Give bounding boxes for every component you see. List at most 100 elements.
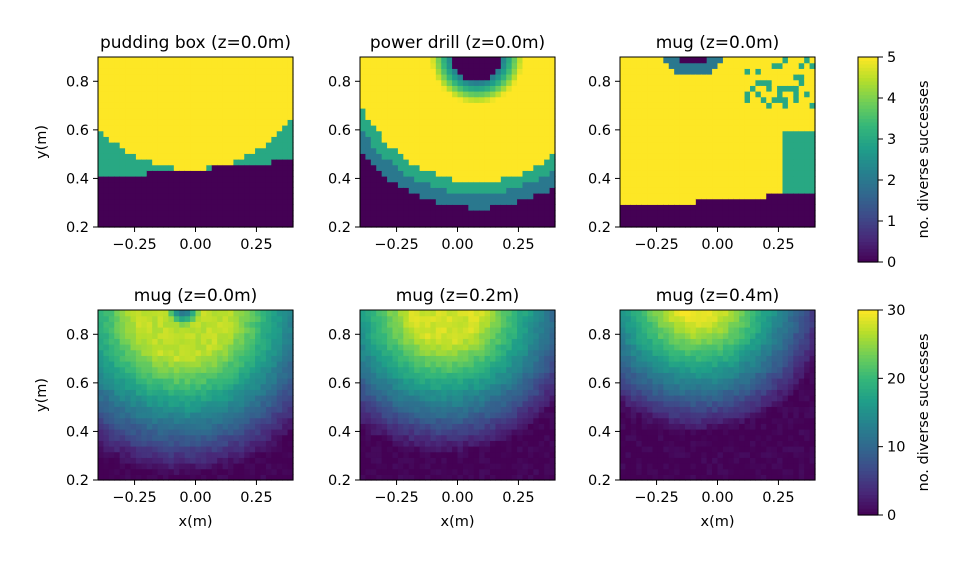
heatmap-cell xyxy=(238,204,245,211)
heatmap-cell xyxy=(522,74,529,81)
heatmap-cell xyxy=(195,68,202,75)
heatmap-cell xyxy=(365,153,372,160)
heatmap-cell xyxy=(484,62,491,69)
heatmap-cell xyxy=(173,389,180,396)
heatmap-cell xyxy=(238,159,245,166)
heatmap-cell xyxy=(157,130,164,137)
heatmap-cell xyxy=(452,193,459,200)
heatmap-cell xyxy=(782,176,789,183)
heatmap-cell xyxy=(804,204,811,211)
heatmap-cell xyxy=(152,327,159,334)
heatmap-cell xyxy=(287,130,294,137)
heatmap-cell xyxy=(527,215,534,222)
heatmap-cell xyxy=(511,170,518,177)
heatmap-cell xyxy=(685,221,692,228)
heatmap-cell xyxy=(238,193,245,200)
heatmap-cell xyxy=(538,79,545,86)
heatmap-cell xyxy=(282,344,289,351)
heatmap-cell xyxy=(457,130,464,137)
heatmap-cell xyxy=(728,79,735,86)
heatmap-cell xyxy=(135,395,142,402)
heatmap-cell xyxy=(408,327,415,334)
heatmap-cell xyxy=(233,147,240,154)
heatmap-cell xyxy=(462,389,469,396)
heatmap-cell xyxy=(511,204,518,211)
heatmap-cell xyxy=(249,315,256,322)
heatmap-cell xyxy=(360,102,367,109)
heatmap-cell xyxy=(625,91,632,98)
heatmap-cell xyxy=(360,372,367,379)
heatmap-cell xyxy=(222,457,229,464)
heatmap-cell xyxy=(152,423,159,430)
heatmap-cell xyxy=(135,68,142,75)
heatmap-cell xyxy=(457,457,464,464)
heatmap-cell xyxy=(163,474,170,481)
heatmap-cell xyxy=(206,136,213,143)
heatmap-cell xyxy=(222,62,229,69)
heatmap-cell xyxy=(152,215,159,222)
heatmap-cell xyxy=(195,344,202,351)
heatmap-cell xyxy=(755,96,762,103)
heatmap-cell xyxy=(793,125,800,132)
heatmap-cell xyxy=(452,332,459,339)
heatmap-cell xyxy=(152,451,159,458)
heatmap-cell xyxy=(517,210,524,217)
heatmap-cell xyxy=(717,96,724,103)
heatmap-cell xyxy=(365,187,372,194)
heatmap-cell xyxy=(244,136,251,143)
heatmap-cell xyxy=(722,85,729,92)
heatmap-cell xyxy=(114,372,121,379)
heatmap-cell xyxy=(195,147,202,154)
heatmap-cell xyxy=(108,85,115,92)
heatmap-cell xyxy=(695,142,702,149)
heatmap-cell xyxy=(244,153,251,160)
heatmap-cell xyxy=(630,136,637,143)
heatmap-cell xyxy=(108,406,115,413)
heatmap-cell xyxy=(163,332,170,339)
heatmap-cell xyxy=(717,102,724,109)
heatmap-cell xyxy=(430,113,437,120)
heatmap-cell xyxy=(184,400,191,407)
heatmap-cell xyxy=(249,176,256,183)
heatmap-cell xyxy=(392,332,399,339)
heatmap-cell xyxy=(376,170,383,177)
heatmap-cell xyxy=(265,412,272,419)
heatmap-cell xyxy=(135,389,142,396)
heatmap-cell xyxy=(141,463,148,470)
heatmap-cell xyxy=(381,130,388,137)
heatmap-cell xyxy=(103,378,110,385)
heatmap-cell xyxy=(103,142,110,149)
heatmap-cell xyxy=(190,315,197,322)
heatmap-cell xyxy=(249,68,256,75)
heatmap-cell xyxy=(701,153,708,160)
heatmap-cell xyxy=(793,142,800,149)
y-tick-label: 0.2 xyxy=(66,220,89,236)
heatmap-cell xyxy=(200,423,207,430)
heatmap-cell xyxy=(125,125,132,132)
heatmap-cell xyxy=(479,176,486,183)
heatmap-cell xyxy=(397,310,404,317)
heatmap-cell xyxy=(206,79,213,86)
heatmap-cell xyxy=(163,423,170,430)
heatmap-cell xyxy=(425,221,432,228)
heatmap-cell xyxy=(522,147,529,154)
heatmap-cell xyxy=(287,62,294,69)
heatmap-cell xyxy=(179,417,186,424)
heatmap-cell xyxy=(392,142,399,149)
heatmap-cell xyxy=(233,204,240,211)
heatmap-cell xyxy=(473,210,480,217)
heatmap-cell xyxy=(663,62,670,69)
heatmap-cell xyxy=(173,125,180,132)
heatmap-cell xyxy=(103,215,110,222)
heatmap-cell xyxy=(419,198,426,205)
heatmap-cell xyxy=(430,383,437,390)
y-tick-label: 0.4 xyxy=(328,171,351,187)
heatmap-cell xyxy=(755,153,762,160)
heatmap-cell xyxy=(387,423,394,430)
heatmap-cell xyxy=(522,181,529,188)
heatmap-cell xyxy=(282,315,289,322)
heatmap-cell xyxy=(249,125,256,132)
heatmap-cell xyxy=(98,142,105,149)
heatmap-cell xyxy=(419,400,426,407)
heatmap-cell xyxy=(798,125,805,132)
